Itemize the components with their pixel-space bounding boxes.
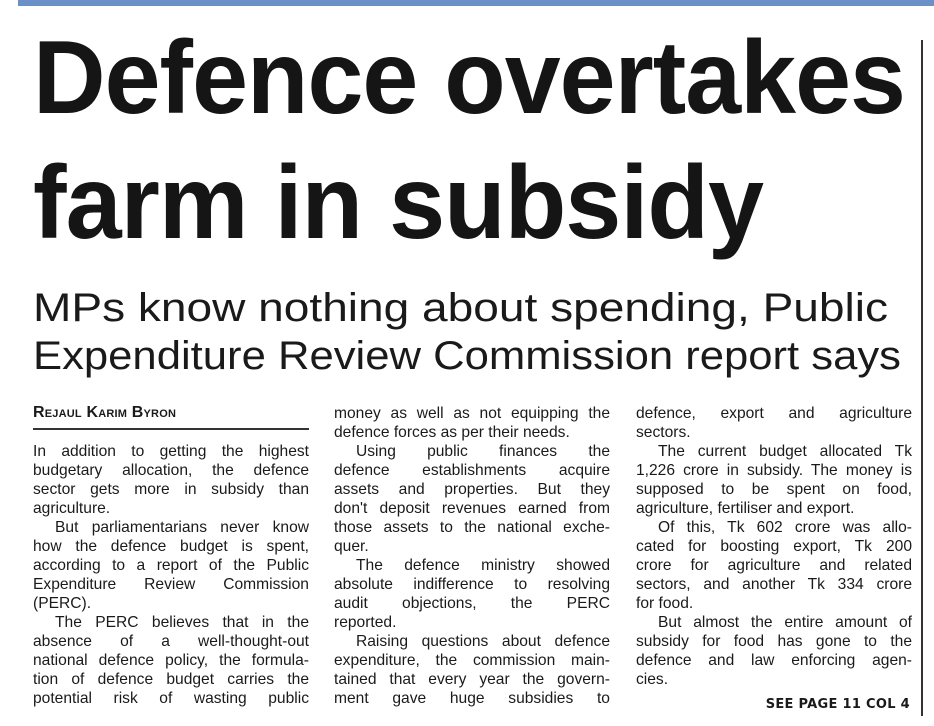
- headline-line-2: farm in subsidy: [33, 145, 764, 261]
- top-accent-bar: [18, 0, 934, 6]
- article-line: how the defence budget is spent,: [33, 538, 309, 555]
- article-line: according to a report of the Public: [33, 557, 309, 574]
- article-column-2: money as well as not equipping the defenc…: [334, 404, 610, 708]
- article-line: sectors.: [636, 424, 691, 441]
- article-line: quer.: [334, 538, 369, 555]
- article-line: defence forces as per their needs.: [334, 424, 570, 441]
- article-line: Raising questions about defence: [356, 633, 610, 650]
- byline: Rejaul Karim Byron: [33, 404, 309, 430]
- article-line: The current budget allocated Tk: [658, 443, 912, 460]
- article-line: subsidy for food has gone to the: [636, 633, 912, 650]
- article-line: Expenditure Review Commission: [33, 576, 309, 593]
- article-line: tained that every year the govern-: [334, 671, 610, 688]
- article-line: cated for boosting export, Tk 200: [636, 538, 912, 555]
- article-line: tion of defence budget carries the: [33, 671, 309, 688]
- article-line: But almost the entire amount of: [658, 614, 912, 631]
- article-line: The PERC believes that in the: [55, 614, 309, 631]
- article-line: (PERC).: [33, 595, 92, 612]
- article-line: The defence ministry showed: [356, 557, 610, 574]
- column-rule: [921, 40, 923, 716]
- article-column-1: In addition to getting the highest budget…: [33, 442, 309, 708]
- article-line: defence and law enforcing agen-: [636, 652, 912, 669]
- article-line: sector gets more in subsidy than: [33, 481, 309, 498]
- headline-line-1: Defence overtakes: [33, 20, 906, 136]
- article-line: agriculture.: [33, 500, 111, 517]
- article-line: expenditure, the commission main-: [334, 652, 610, 669]
- article-line: don't deposit revenues earned from: [334, 500, 610, 517]
- continuation-link[interactable]: SEE PAGE 11 COL 4: [765, 697, 910, 712]
- article-line: audit objections, the PERC: [334, 595, 610, 612]
- article-line: those assets to the national exche-: [334, 519, 610, 536]
- article-column-3: defence, export and agriculture sectors. T…: [636, 404, 912, 689]
- article-line: reported.: [334, 614, 397, 631]
- subhead-line-1: MPs know nothing about spending, Public: [33, 286, 888, 330]
- article-line: Using public finances the: [356, 443, 610, 460]
- article-line: potential risk of wasting public: [33, 690, 309, 707]
- article-line: agriculture, fertiliser and export.: [636, 500, 855, 517]
- article-line: But parliamentarians never know: [55, 519, 309, 536]
- article-line: budgetary allocation, the defence: [33, 462, 309, 479]
- article-line: supposed to be spent on food,: [636, 481, 912, 498]
- article-line: Of this, Tk 602 crore was allo-: [658, 519, 912, 536]
- article-line: cies.: [636, 671, 669, 688]
- article-line: money as well as not equipping the: [334, 405, 610, 422]
- article-line: defence, export and agriculture: [636, 405, 912, 422]
- article-line: crore for agriculture and related: [636, 557, 912, 574]
- article-line: absence of a well-thought-out: [33, 633, 309, 650]
- article-line: sectors, and another Tk 334 crore: [636, 576, 912, 593]
- article-line: In addition to getting the highest: [33, 443, 309, 460]
- article-line: for food.: [636, 595, 694, 612]
- article-line: assets and properties. But they: [334, 481, 610, 498]
- article-line: absolute indifference to resolving: [334, 576, 610, 593]
- article-line: defence establishments acquire: [334, 462, 610, 479]
- subhead-line-2: Expenditure Review Commission report say…: [33, 334, 901, 378]
- article-line: 1,226 crore in subsidy. The money is: [636, 462, 912, 479]
- article-line: national defence policy, the formula-: [33, 652, 309, 669]
- article-line: ment gave huge subsidies to: [334, 690, 610, 707]
